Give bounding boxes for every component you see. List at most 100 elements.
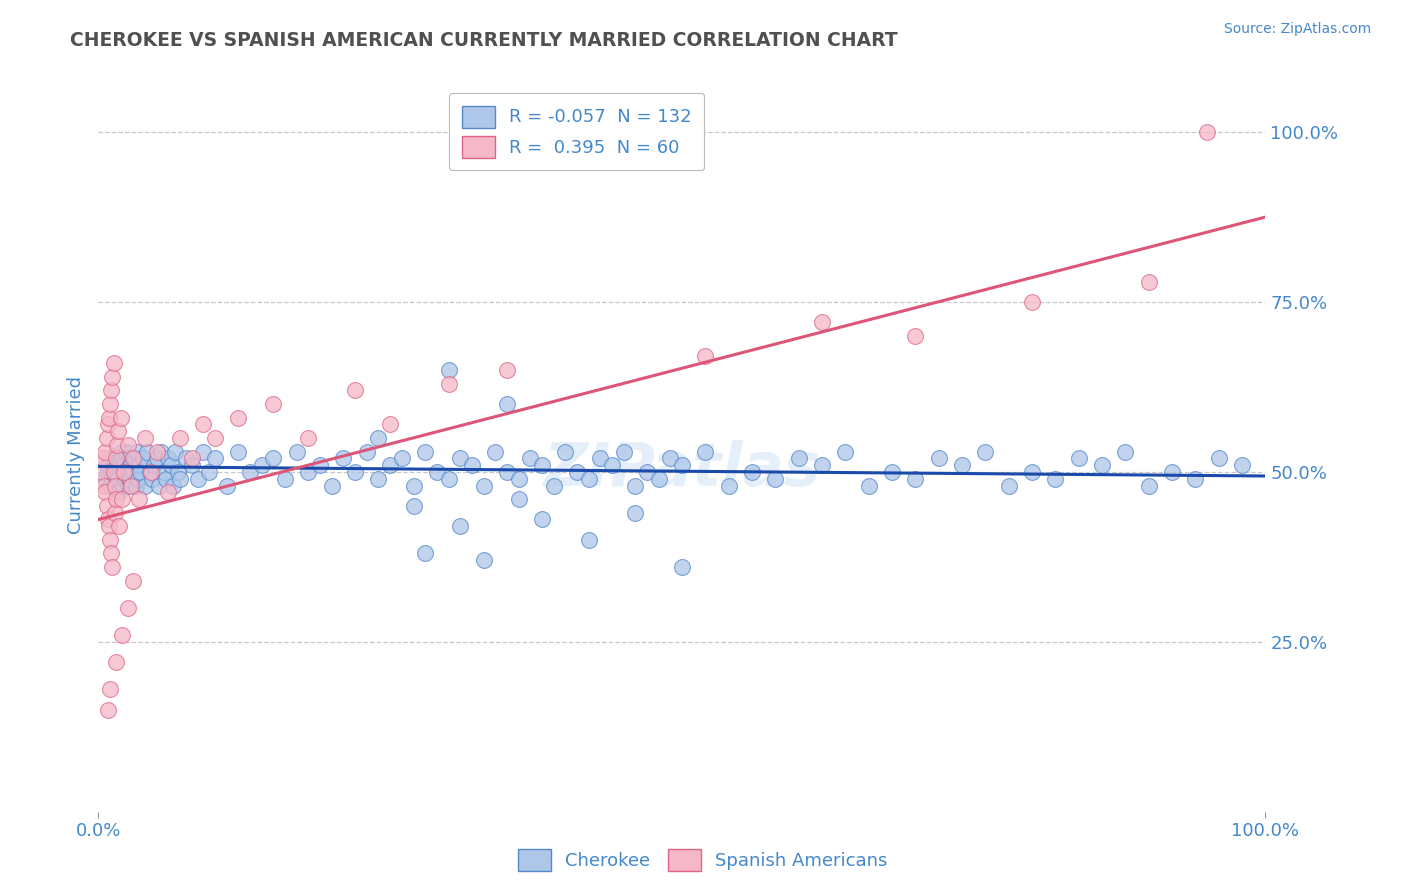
Point: [112, 465, 135, 479]
Legend: Cherokee, Spanish Americans: Cherokee, Spanish Americans: [510, 842, 896, 879]
Point: [904, 329, 927, 343]
Point: [647, 472, 669, 486]
Point: [554, 444, 576, 458]
Point: [98, 478, 121, 492]
Point: [127, 472, 149, 486]
Point: [103, 356, 125, 370]
Point: [495, 363, 517, 377]
Point: [904, 472, 927, 486]
Point: [624, 478, 647, 492]
Point: [1230, 458, 1253, 472]
Point: [108, 519, 131, 533]
Point: [117, 478, 139, 492]
Point: [1021, 465, 1043, 479]
Point: [100, 384, 122, 398]
Point: [107, 424, 129, 438]
Point: [997, 478, 1019, 492]
Point: [402, 478, 425, 492]
Point: [122, 451, 145, 466]
Point: [98, 451, 121, 466]
Text: ZIPatlas: ZIPatlas: [543, 440, 821, 499]
Point: [111, 478, 134, 492]
Point: [239, 465, 262, 479]
Point: [117, 438, 139, 452]
Point: [157, 451, 180, 466]
Point: [228, 410, 250, 425]
Point: [111, 465, 134, 479]
Point: [717, 478, 740, 492]
Point: [134, 478, 156, 492]
Point: [671, 560, 693, 574]
Point: [437, 472, 460, 486]
Point: [297, 431, 319, 445]
Point: [495, 465, 517, 479]
Point: [636, 465, 658, 479]
Point: [811, 315, 834, 329]
Point: [101, 472, 124, 486]
Text: Source: ZipAtlas.com: Source: ZipAtlas.com: [1223, 22, 1371, 37]
Point: [449, 451, 471, 466]
Point: [1161, 465, 1184, 479]
Point: [96, 431, 118, 445]
Text: CHEROKEE VS SPANISH AMERICAN CURRENTLY MARRIED CORRELATION CHART: CHEROKEE VS SPANISH AMERICAN CURRENTLY M…: [70, 31, 898, 50]
Point: [117, 600, 139, 615]
Point: [198, 465, 221, 479]
Point: [96, 458, 118, 472]
Point: [193, 444, 215, 458]
Point: [391, 451, 413, 466]
Point: [543, 478, 565, 492]
Point: [111, 628, 134, 642]
Point: [101, 560, 124, 574]
Point: [1208, 451, 1230, 466]
Point: [94, 444, 117, 458]
Point: [110, 444, 132, 458]
Point: [103, 458, 125, 472]
Point: [187, 472, 209, 486]
Point: [104, 655, 127, 669]
Point: [309, 458, 332, 472]
Point: [118, 451, 141, 466]
Point: [508, 492, 530, 507]
Point: [91, 451, 114, 466]
Point: [472, 478, 495, 492]
Point: [103, 465, 125, 479]
Point: [98, 397, 121, 411]
Point: [437, 376, 460, 391]
Point: [150, 444, 173, 458]
Point: [97, 410, 120, 425]
Point: [880, 465, 903, 479]
Point: [157, 485, 180, 500]
Point: [105, 438, 128, 452]
Point: [112, 458, 135, 472]
Point: [180, 458, 202, 472]
Point: [104, 478, 127, 492]
Point: [262, 451, 284, 466]
Point: [146, 444, 169, 458]
Point: [108, 485, 131, 500]
Point: [928, 451, 950, 466]
Point: [1195, 125, 1218, 139]
Point: [104, 478, 127, 492]
Point: [472, 553, 495, 567]
Point: [367, 431, 389, 445]
Point: [578, 533, 600, 547]
Point: [90, 465, 112, 479]
Point: [1021, 295, 1043, 310]
Point: [101, 369, 124, 384]
Point: [1184, 472, 1206, 486]
Point: [1114, 444, 1136, 458]
Point: [741, 465, 763, 479]
Point: [129, 465, 152, 479]
Point: [695, 350, 717, 364]
Point: [974, 444, 997, 458]
Point: [274, 472, 297, 486]
Point: [122, 465, 145, 479]
Point: [155, 472, 177, 486]
Point: [97, 417, 120, 432]
Point: [437, 363, 460, 377]
Point: [104, 451, 127, 466]
Point: [96, 499, 118, 513]
Point: [215, 478, 238, 492]
Point: [132, 451, 155, 466]
Point: [134, 431, 156, 445]
